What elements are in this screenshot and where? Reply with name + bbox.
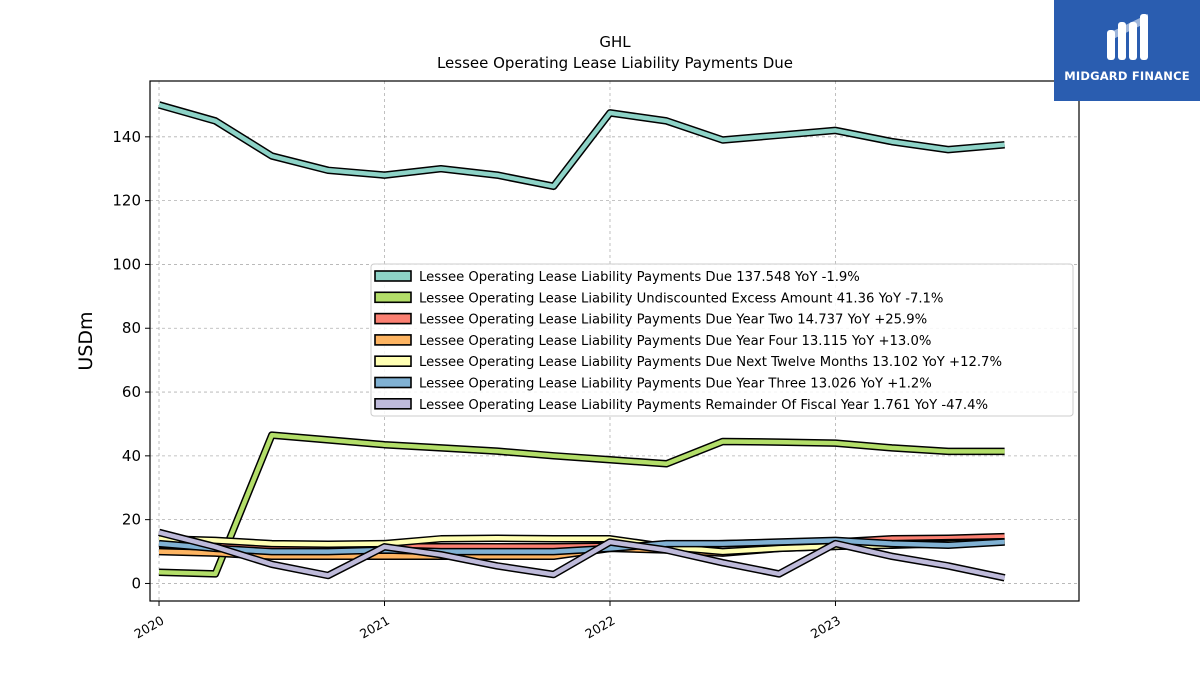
legend-label: Lessee Operating Lease Liability Payment… [419, 313, 927, 328]
x-tick-label: 2020 [131, 613, 166, 642]
x-tick-label: 2022 [582, 613, 617, 642]
series-line-6 [158, 530, 1006, 581]
chart-title: GHL [599, 33, 631, 51]
legend-label: Lessee Operating Lease Liability Payment… [419, 355, 1002, 370]
series-line-4 [158, 535, 1005, 554]
legend-label: Lessee Operating Lease Liability Payment… [419, 377, 932, 392]
y-tick-label: 100 [112, 255, 141, 273]
legend-swatch [374, 270, 412, 282]
legend-swatch [374, 355, 412, 368]
y-tick-label: 40 [122, 447, 141, 465]
legend-label: Lessee Operating Lease Liability Payment… [419, 334, 931, 349]
legend-swatch [374, 334, 412, 346]
series-line-1 [158, 432, 1005, 577]
legend-swatch [374, 291, 412, 304]
y-tick-label: 140 [112, 128, 141, 146]
legend-swatch [374, 397, 412, 410]
y-axis-label: USDm [75, 311, 97, 370]
legend-box [370, 263, 1074, 417]
y-tick-label: 60 [122, 383, 141, 401]
y-tick-label: 120 [112, 192, 141, 210]
legend: Lessee Operating Lease Liability Payment… [370, 263, 1074, 417]
series-outline-0 [157, 101, 1005, 191]
legend-label: Lessee Operating Lease Liability Payment… [419, 270, 860, 285]
x-tick-label: 2021 [357, 613, 392, 642]
legend-label: Lessee Operating Lease Liability Payment… [419, 398, 988, 413]
y-tick-label: 80 [122, 319, 141, 337]
legend-swatch [374, 376, 412, 389]
brand-name: MIDGARD FINANCE [1064, 69, 1190, 83]
plot-frame [149, 80, 1080, 602]
legend-label: Lessee Operating Lease Liability Undisco… [419, 291, 943, 306]
series-line-5 [158, 538, 1005, 554]
series-group [157, 101, 1006, 582]
y-axis: 0 20 40 60 80 100 120 140 [112, 128, 150, 592]
y-tick-label: 20 [122, 511, 141, 529]
x-axis: 2020 2021 2022 2023 [131, 601, 843, 642]
brand-logo: MIDGARD FINANCE [1054, 0, 1200, 101]
legend-swatch [374, 312, 412, 325]
chart-subtitle: Lessee Operating Lease Liability Payment… [437, 54, 793, 72]
brand-mark-icon [1107, 14, 1148, 60]
y-tick-label: 0 [131, 574, 141, 592]
series-line-0 [158, 102, 1005, 189]
x-tick-label: 2023 [808, 613, 843, 642]
